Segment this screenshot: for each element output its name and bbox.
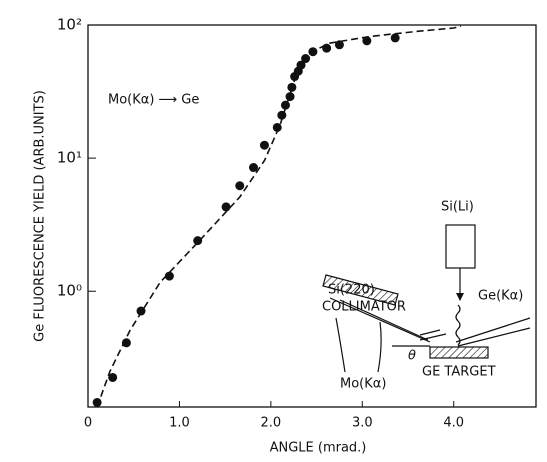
beam <box>457 327 531 347</box>
annotation: Mo(Kα) ⟶ Ge <box>108 93 199 108</box>
x-tick-label: 2.0 <box>261 416 282 431</box>
beam <box>339 299 429 341</box>
x-axis-label: ANGLE (mrad.) <box>270 441 367 456</box>
data-point <box>248 163 258 173</box>
annotation: Mo(Kα) <box>340 377 386 392</box>
annotation: θ <box>408 349 416 364</box>
data-point <box>390 33 400 43</box>
data-point <box>272 122 282 132</box>
annotation: Si(Li) <box>441 200 474 215</box>
data-point <box>221 202 231 212</box>
data-point <box>92 397 102 407</box>
beam <box>419 333 447 341</box>
x-tick-label: 3.0 <box>352 416 373 431</box>
pointer <box>377 321 382 373</box>
data-point <box>193 236 203 246</box>
pointer <box>335 317 346 373</box>
plot-frame <box>87 24 537 408</box>
collimator <box>322 274 399 306</box>
fluorescence <box>455 304 461 346</box>
y-tick-label: 10¹ <box>57 149 82 167</box>
beam <box>329 297 431 343</box>
data-point <box>362 36 372 46</box>
beam <box>455 317 531 343</box>
detector <box>445 224 476 269</box>
data-point <box>164 271 174 281</box>
fit-curve <box>96 25 462 408</box>
data-point <box>259 140 269 150</box>
target <box>429 346 489 359</box>
y-axis-label: Ge FLUORESCENCE YIELD (ARB.UNITS) <box>33 90 48 342</box>
data-point <box>334 40 344 50</box>
x-tick-label: 0 <box>84 416 92 431</box>
data-point <box>296 60 306 70</box>
x-tick-label: 1.0 <box>169 416 190 431</box>
beam <box>419 329 441 336</box>
data-point <box>235 181 245 191</box>
inset-diagram: Si(Li) Si(220) COLLIMATOR Ge(Kα) Mo(Kα) … <box>322 200 531 392</box>
x-tick-label: 4.0 <box>443 416 464 431</box>
arrowhead <box>456 293 464 301</box>
data-point <box>301 54 311 64</box>
data-point <box>108 372 118 382</box>
y-tick-label: 10² <box>57 16 82 34</box>
data-point <box>322 43 332 53</box>
annotation: GE TARGET <box>422 365 496 380</box>
y-tick-label: 10⁰ <box>57 282 82 300</box>
data-point <box>136 306 146 316</box>
annotation: Ge(Kα) <box>478 289 523 304</box>
